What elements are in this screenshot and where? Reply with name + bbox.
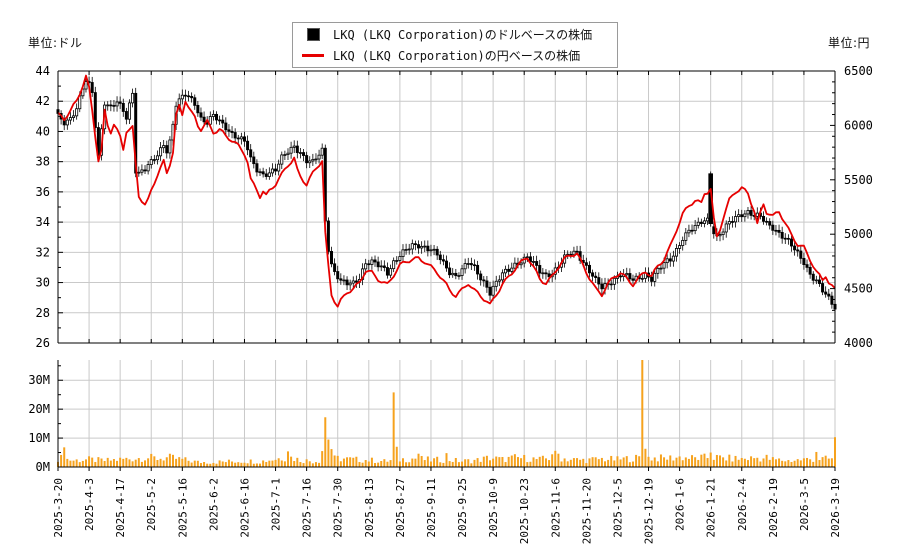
svg-text:2025-12-5: 2025-12-5 xyxy=(611,478,624,538)
yen-series-label: LKQ (LKQ Corporation)の円ベースの株価 xyxy=(333,49,581,63)
svg-text:44: 44 xyxy=(36,64,50,78)
svg-text:2026-2-4: 2026-2-4 xyxy=(736,478,749,531)
svg-text:2026-1-21: 2026-1-21 xyxy=(705,478,718,538)
svg-text:2026-3-5: 2026-3-5 xyxy=(798,478,811,531)
axis-labels: 26 28 30 32 34 36 38 40 42 44 4000 4500 5000 5500 6000… xyxy=(28,64,873,474)
svg-text:4000: 4000 xyxy=(844,336,873,350)
svg-text:2025-5-16: 2025-5-16 xyxy=(176,478,189,538)
svg-text:2025-7-16: 2025-7-16 xyxy=(301,478,314,538)
svg-text:20M: 20M xyxy=(28,402,50,416)
svg-text:30: 30 xyxy=(36,276,50,290)
axes xyxy=(57,70,836,471)
svg-text:36: 36 xyxy=(36,185,50,199)
svg-text:2025-4-17: 2025-4-17 xyxy=(114,478,127,538)
x-axis-labels: 2025-3-20 2025-4-3 2025-4-17 2025-5-2 2025-5… xyxy=(52,478,842,545)
svg-text:10M: 10M xyxy=(28,431,50,445)
yen-series-marker-box xyxy=(293,54,333,57)
legend-row-yen: LKQ (LKQ Corporation)の円ベースの株価 xyxy=(293,45,617,66)
svg-text:42: 42 xyxy=(36,94,50,108)
svg-text:32: 32 xyxy=(36,245,50,259)
svg-text:38: 38 xyxy=(36,155,50,169)
yen-line-series xyxy=(57,74,836,308)
svg-text:2025-3-20: 2025-3-20 xyxy=(52,478,65,538)
svg-text:40: 40 xyxy=(36,124,50,138)
svg-text:2025-6-16: 2025-6-16 xyxy=(238,478,251,538)
volume-bars xyxy=(57,360,836,467)
svg-text:2025-8-27: 2025-8-27 xyxy=(394,478,407,538)
svg-text:2025-7-30: 2025-7-30 xyxy=(332,478,345,538)
svg-text:2025-11-20: 2025-11-20 xyxy=(580,478,593,544)
usd-series-square-icon xyxy=(306,28,320,41)
svg-text:5500: 5500 xyxy=(844,173,873,187)
usd-series-label: LKQ (LKQ Corporation)のドルベースの株価 xyxy=(333,28,593,42)
svg-text:2025-11-6: 2025-11-6 xyxy=(549,478,562,538)
unit-label-dollar: 単位:ドル xyxy=(28,36,83,50)
svg-text:2025-10-9: 2025-10-9 xyxy=(487,478,500,538)
svg-text:2025-9-11: 2025-9-11 xyxy=(425,478,438,538)
svg-text:2026-2-19: 2026-2-19 xyxy=(767,478,780,538)
svg-text:30M: 30M xyxy=(28,373,50,387)
svg-text:2025-4-3: 2025-4-3 xyxy=(83,478,96,531)
svg-text:5000: 5000 xyxy=(844,227,873,241)
yen-series-line-icon xyxy=(302,54,324,57)
svg-text:2025-5-2: 2025-5-2 xyxy=(145,478,158,531)
usd-series-marker-box xyxy=(293,28,333,41)
svg-text:34: 34 xyxy=(36,215,50,229)
svg-text:28: 28 xyxy=(36,306,50,320)
svg-text:2025-9-25: 2025-9-25 xyxy=(456,478,469,538)
unit-label-yen: 単位:円 xyxy=(827,36,870,50)
svg-text:6500: 6500 xyxy=(844,64,873,78)
svg-text:2025-6-2: 2025-6-2 xyxy=(207,478,220,531)
legend: LKQ (LKQ Corporation)のドルベースの株価 LKQ (LKQ … xyxy=(292,22,618,68)
svg-text:2025-7-1: 2025-7-1 xyxy=(270,478,283,531)
svg-text:2025-12-19: 2025-12-19 xyxy=(643,478,656,544)
svg-text:4500: 4500 xyxy=(844,282,873,296)
svg-text:6000: 6000 xyxy=(844,118,873,132)
usd-candles-series xyxy=(56,76,837,314)
legend-row-usd: LKQ (LKQ Corporation)のドルベースの株価 xyxy=(293,24,617,45)
svg-text:26: 26 xyxy=(36,336,50,350)
svg-text:0M: 0M xyxy=(36,460,50,474)
svg-text:2026-3-19: 2026-3-19 xyxy=(829,478,842,538)
svg-text:2026-1-6: 2026-1-6 xyxy=(674,478,687,531)
svg-text:2025-8-13: 2025-8-13 xyxy=(363,478,376,538)
svg-text:2025-10-23: 2025-10-23 xyxy=(518,478,531,544)
